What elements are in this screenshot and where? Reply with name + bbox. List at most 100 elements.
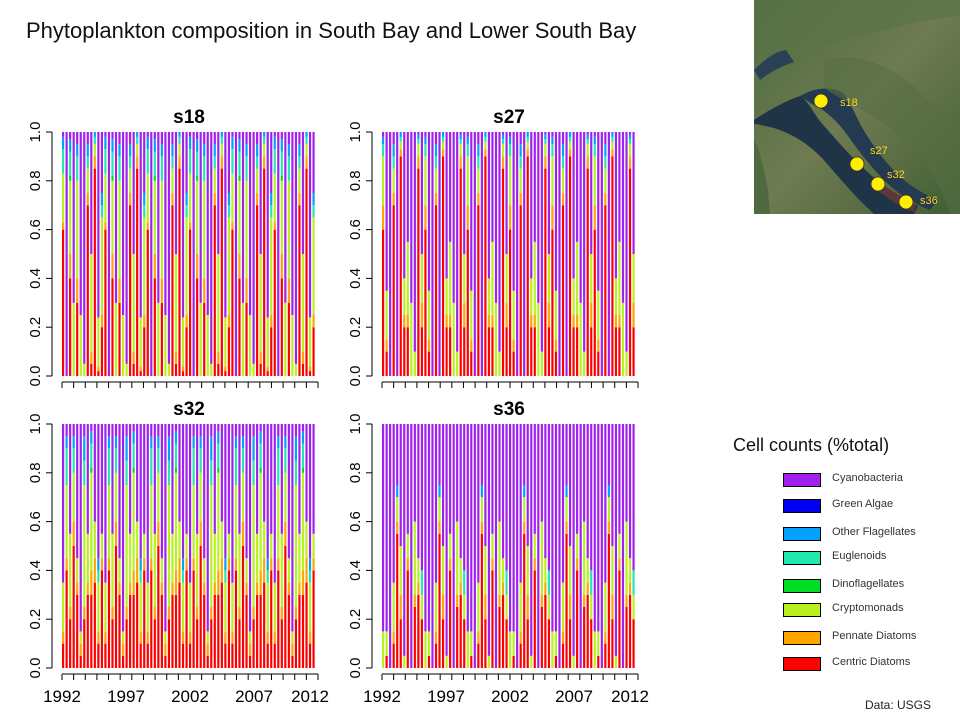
bar-segment (431, 132, 434, 376)
bar-segment (178, 168, 181, 376)
bar-segment (424, 144, 427, 157)
bar-segment (449, 570, 452, 668)
bar-segment (284, 132, 287, 303)
x-tick-label: 1992 (43, 687, 81, 706)
bar-segment (305, 582, 308, 668)
bar-segment (86, 193, 89, 206)
bar-segment (417, 168, 420, 376)
bar-segment (523, 521, 526, 534)
bar-segment (505, 327, 508, 376)
bar-segment (167, 619, 171, 668)
bar-segment (291, 424, 294, 632)
bar-segment (294, 619, 298, 668)
bar-segment (568, 594, 572, 620)
bar-segment (199, 546, 202, 668)
bar-segment (484, 619, 487, 668)
bar-segment (298, 156, 301, 169)
bar-segment (199, 302, 202, 376)
bar-segment (597, 339, 600, 352)
bar-segment (231, 173, 234, 223)
bar-segment (245, 424, 248, 559)
bar-segment (69, 424, 72, 534)
bar-segment (519, 144, 522, 157)
bar-segment (540, 594, 543, 607)
bar-segment (308, 424, 312, 559)
bar-segment (164, 132, 167, 315)
bar-segment (104, 229, 107, 376)
bar-segment (72, 472, 75, 522)
bar-segment (76, 156, 79, 181)
bar-segment (104, 149, 107, 174)
bar-segment (83, 436, 86, 461)
bar-segment (487, 327, 491, 376)
bar-segment (625, 521, 628, 595)
bar-segment (305, 521, 308, 559)
bar-segment (132, 254, 135, 352)
bar-segment (86, 424, 89, 534)
bar-segment (438, 497, 441, 522)
bar-segment (181, 366, 185, 372)
bar-segment (611, 156, 614, 376)
bar-segment (420, 424, 423, 571)
bar-segment (501, 424, 505, 559)
bar-segment (501, 139, 505, 145)
bar-segment (100, 217, 103, 315)
bar-segment (171, 132, 174, 145)
bar-segment (217, 351, 220, 364)
legend-title: Cell counts (%total) (733, 435, 890, 455)
bar-segment (572, 655, 575, 668)
bar-segment (273, 136, 276, 150)
bar-segment (477, 168, 480, 193)
bar-segment (150, 436, 153, 449)
bar-segment (438, 533, 441, 668)
bar-segment (456, 424, 459, 522)
x-tick-label: 2002 (491, 687, 529, 706)
bar-segment (227, 315, 230, 328)
bar-segment (590, 254, 593, 303)
bar-segment (312, 132, 315, 193)
bar-segment (301, 431, 305, 444)
bar-segment (263, 132, 266, 137)
bar-segment (477, 144, 480, 157)
bar-segment (150, 558, 153, 571)
bar-segment (238, 132, 241, 140)
bar-segment (252, 619, 255, 668)
bar-segment (196, 278, 199, 376)
legend-label: Pennate Diatoms (832, 630, 917, 642)
bar-segment (526, 594, 529, 620)
legend-swatch (783, 603, 821, 617)
bar-segment (413, 132, 416, 352)
bar-segment (287, 278, 290, 303)
bar-segment (227, 205, 230, 218)
bar-segment (445, 132, 448, 279)
bar-segment (498, 424, 501, 522)
bar-segment (614, 132, 618, 279)
bar-segment (189, 136, 192, 150)
bar-segment (224, 582, 227, 632)
bar-segment (280, 180, 283, 254)
bar-segment (164, 655, 167, 668)
bar-segment (273, 631, 276, 644)
bar-segment (463, 327, 466, 376)
legend-label: Cryptomonads (832, 602, 904, 614)
bar-segment (76, 278, 79, 303)
bar-segment (294, 424, 298, 437)
bar-segment (625, 132, 628, 352)
bar-segment (389, 132, 392, 376)
bar-segment (308, 582, 312, 632)
bar-segment (287, 582, 290, 595)
bar-segment (308, 558, 312, 571)
bar-segment (178, 521, 181, 559)
bar-segment (153, 278, 156, 376)
bar-segment (568, 546, 572, 595)
bar-segment (143, 570, 146, 668)
bar-segment (111, 180, 114, 254)
bar-segment (484, 546, 487, 595)
x-tick-label: 2007 (235, 687, 273, 706)
bar-segment (104, 136, 107, 150)
satellite-map-image (754, 0, 960, 214)
bar-segment (438, 424, 441, 485)
bar-segment (505, 570, 508, 595)
bar-segment (434, 205, 438, 376)
bar-segment (537, 132, 540, 303)
